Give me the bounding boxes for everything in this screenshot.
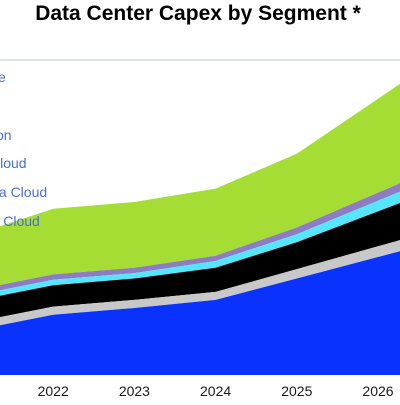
x-axis: 2022 2023 2024 2025 2026 [38,383,394,399]
legend: e on Cloud ina Cloud S Cloud [0,69,47,229]
x-tick-label: 2023 [119,383,150,399]
x-tick-label: 2026 [362,383,393,399]
legend-entry-label: ina Cloud [0,184,47,200]
legend-entry-label: S Cloud [0,213,40,229]
area-series-6 [0,83,400,285]
area-series-3 [0,203,400,318]
x-tick-label: 2025 [281,383,312,399]
area-series-2 [0,240,400,326]
x-tick-label: 2024 [200,383,231,399]
legend-entry-label: on [0,127,12,143]
legend-entry-label: Cloud [0,155,27,171]
x-tick-label: 2022 [38,383,69,399]
area-series-1 [0,251,400,375]
area-series-5 [0,183,400,291]
legend-entry-label: e [0,69,6,85]
chart-title: Data Center Capex by Segment * [35,2,361,25]
area-series-4 [0,191,400,296]
stacked-areas [0,83,400,375]
